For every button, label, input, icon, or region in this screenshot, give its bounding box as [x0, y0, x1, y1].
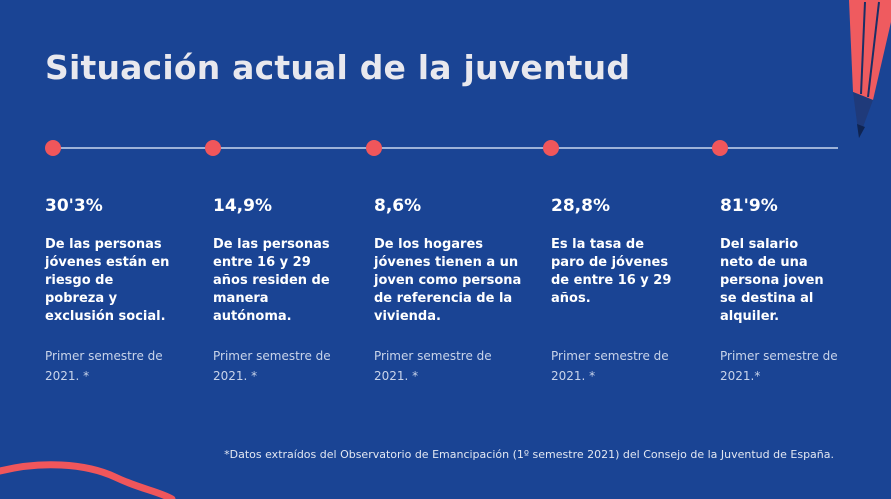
stat-description: De los hogares jóvenes tienen a un joven… — [374, 237, 522, 324]
stat-column: 30'3% De las personas jóvenes están en r… — [45, 196, 205, 386]
stat-note: Primer semestre de 2021. * — [374, 349, 492, 383]
timeline-dot — [543, 140, 559, 156]
stat-description: Del salario neto de una persona joven se… — [720, 237, 824, 324]
stat-value: 81'9% — [720, 196, 778, 216]
timeline-dot — [205, 140, 221, 156]
timeline-dot — [366, 140, 382, 156]
stat-note: Primer semestre de 2021. * — [213, 349, 331, 383]
source-footnote: *Datos extraídos del Observatorio de Ema… — [224, 448, 834, 461]
stat-value: 14,9% — [213, 196, 272, 216]
stat-column: 81'9% Del salario neto de una persona jo… — [720, 196, 880, 386]
swirl-decoration — [0, 461, 176, 499]
stat-column: 14,9% De las personas entre 16 y 29 años… — [213, 196, 373, 386]
stat-column: 8,6% De los hogares jóvenes tienen a un … — [374, 196, 534, 386]
timeline-dot — [712, 140, 728, 156]
stat-value: 30'3% — [45, 196, 103, 216]
stat-description: De las personas jóvenes están en riesgo … — [45, 237, 170, 324]
pencil-icon — [849, 0, 891, 138]
stat-value: 28,8% — [551, 196, 610, 216]
stat-column: 28,8% Es la tasa de paro de jóvenes de e… — [551, 196, 711, 386]
stat-value: 8,6% — [374, 196, 422, 216]
page-title: Situación actual de la juventud — [45, 48, 631, 87]
stat-description: De las personas entre 16 y 29 años resid… — [213, 237, 330, 324]
stat-note: Primer semestre de 2021.* — [720, 349, 838, 383]
stat-note: Primer semestre de 2021. * — [551, 349, 669, 383]
stat-description: Es la tasa de paro de jóvenes de entre 1… — [551, 237, 672, 306]
stat-note: Primer semestre de 2021. * — [45, 349, 163, 383]
timeline-line — [52, 147, 838, 149]
timeline-dot — [45, 140, 61, 156]
